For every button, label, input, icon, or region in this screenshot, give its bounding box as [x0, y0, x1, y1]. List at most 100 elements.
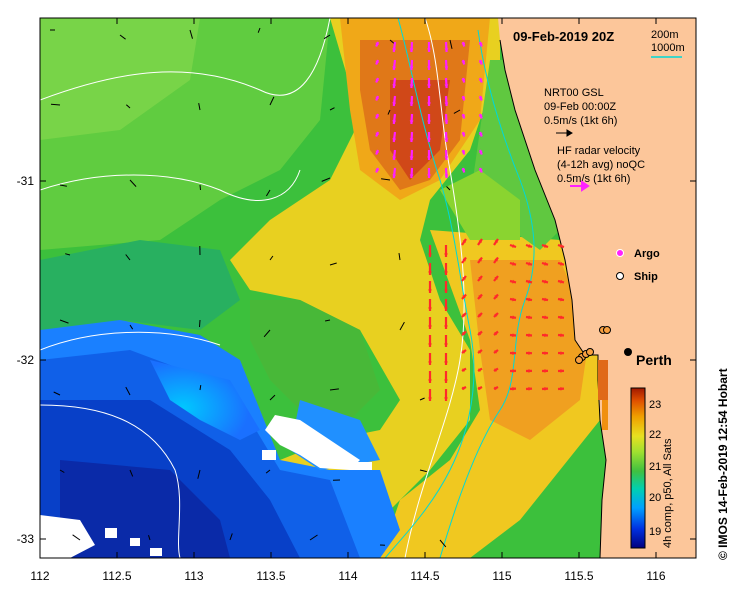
hf-vector: [509, 369, 517, 373]
hf-vector: [557, 279, 565, 284]
hf-vector: [444, 245, 448, 257]
hf-vector: [428, 335, 432, 347]
hf-vector: [444, 167, 449, 179]
hf-vector: [541, 386, 549, 391]
hf-vector: [444, 263, 448, 275]
x-axis: 112 112.5 113 113.5 114 114.5 115 115.5 116: [30, 18, 666, 583]
hf-vector: [557, 315, 565, 320]
hf-legend-scale: 0.5m/s (1kt 6h): [557, 173, 630, 185]
colorbar-tick-22: 22: [649, 429, 661, 441]
hf-vector: [428, 281, 432, 293]
hf-legend-line2: (4-12h avg) noQC: [557, 159, 645, 171]
hf-vector: [477, 293, 483, 300]
nrt-legend-line1: NRT00 GSL: [544, 87, 604, 99]
hf-vector: [461, 312, 467, 318]
hf-vector: [477, 238, 483, 246]
hf-vector: [509, 386, 517, 391]
colorbar-label: 4h comp, p50, All Sats: [662, 438, 674, 548]
hf-vector: [525, 261, 533, 266]
hf-vector: [427, 114, 431, 124]
hf-vector: [493, 349, 499, 354]
hf-vector: [557, 351, 565, 355]
nrt-vector: [199, 319, 201, 328]
hf-vector: [444, 317, 448, 329]
y-tick-label: -32: [17, 353, 35, 367]
y-tick-label: -33: [17, 532, 35, 546]
hf-vector: [541, 369, 549, 373]
nrt-vector: [129, 324, 134, 330]
hf-vector: [541, 351, 549, 355]
nrt-vector: [387, 109, 391, 115]
hf-vector: [461, 238, 467, 246]
hf-vector: [428, 245, 432, 257]
hf-vector: [444, 113, 449, 125]
hf-vector: [444, 353, 448, 365]
nrt-vector: [129, 179, 137, 187]
nrt-vector: [329, 107, 335, 111]
nrt-vector: [263, 329, 271, 338]
nrt-vector: [129, 469, 134, 477]
x-tick-label: 115: [492, 569, 511, 583]
colorbar-tick-23: 23: [649, 399, 661, 411]
hf-vector: [493, 238, 499, 246]
nrt-vector: [265, 469, 271, 474]
hf-vector: [409, 95, 414, 107]
hf-vector: [525, 279, 533, 284]
hf-vector: [541, 279, 549, 284]
hf-vector: [557, 333, 565, 338]
hf-vector: [428, 299, 432, 311]
hf-vector: [444, 371, 448, 383]
nrt-vector: [72, 534, 81, 541]
hf-vector: [392, 95, 397, 107]
hf-vector: [428, 317, 432, 329]
nrt-current-vectors: [50, 27, 461, 548]
nrt-vector: [125, 104, 131, 109]
hf-vector: [461, 41, 466, 47]
ship-legend-icon: [616, 272, 624, 280]
hf-vector: [428, 389, 432, 401]
x-tick-label: 114: [338, 569, 357, 583]
hf-vector: [509, 315, 517, 320]
hf-vector: [477, 275, 483, 282]
hf-vector: [477, 330, 483, 336]
hf-vector: [392, 113, 397, 125]
hf-vector: [375, 59, 380, 65]
hf-vector: [477, 367, 483, 372]
nrt-vector: [453, 109, 461, 114]
nrt-vector: [325, 319, 331, 322]
hf-vector: [428, 353, 432, 365]
hf-vector: [428, 263, 432, 275]
hf-vector: [392, 149, 397, 161]
hf-vector: [477, 386, 483, 391]
isobath-200-label: 200m: [651, 29, 679, 41]
hf-vector: [557, 386, 565, 391]
nrt-vector: [148, 535, 151, 541]
hf-vector: [477, 312, 483, 318]
x-tick-label: 112.5: [102, 569, 131, 583]
hf-vector: [461, 386, 467, 391]
nrt-vector: [265, 189, 271, 197]
nrt-vector: [449, 39, 453, 49]
hf-vector: [525, 297, 533, 302]
hf-vector: [427, 60, 431, 70]
nrt-vector: [399, 321, 405, 331]
nrt-vector: [59, 319, 69, 324]
nrt-vector: [199, 385, 202, 391]
hf-vector: [444, 149, 449, 161]
hf-vector: [375, 131, 380, 137]
nrt-vector: [269, 255, 274, 261]
hf-vector: [509, 279, 517, 284]
x-tick-label: 114.5: [410, 569, 439, 583]
hf-vector: [478, 113, 483, 119]
hf-vector: [541, 333, 549, 338]
hf-radar-vectors: [375, 41, 565, 401]
hf-vector: [392, 77, 397, 89]
hf-vector: [409, 59, 414, 71]
sst-field: [40, 18, 696, 558]
hf-vector: [461, 131, 466, 137]
hf-vector: [444, 131, 449, 143]
hf-vector: [409, 113, 414, 125]
hf-vector: [478, 131, 483, 137]
ship-legend-label: Ship: [634, 271, 658, 283]
hf-vector: [493, 367, 499, 372]
